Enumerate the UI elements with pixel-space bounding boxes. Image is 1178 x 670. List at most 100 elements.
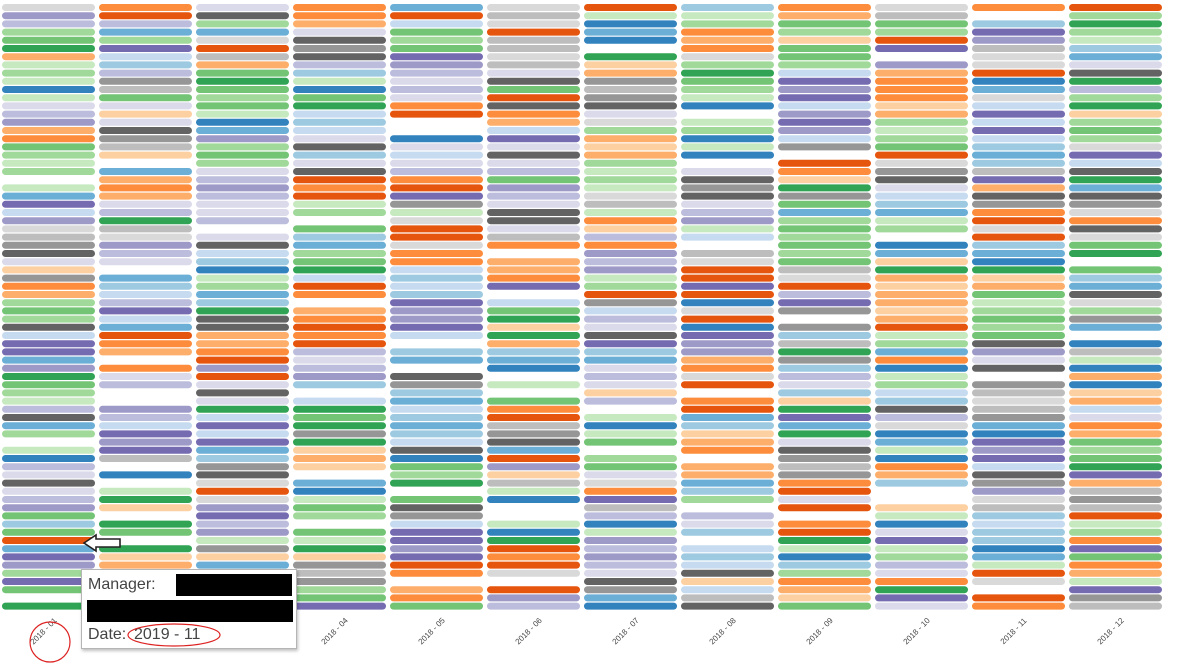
heatmap-cell[interactable] bbox=[487, 323, 580, 331]
heatmap-cell[interactable] bbox=[681, 471, 774, 479]
heatmap-cell[interactable] bbox=[1069, 537, 1162, 544]
heatmap-cell[interactable] bbox=[875, 340, 968, 348]
heatmap-cell[interactable] bbox=[681, 168, 774, 175]
heatmap-cell[interactable] bbox=[390, 422, 483, 430]
heatmap-cell[interactable] bbox=[2, 4, 95, 11]
heatmap-cell[interactable] bbox=[293, 110, 386, 118]
heatmap-cell[interactable] bbox=[681, 258, 774, 266]
heatmap-cell[interactable] bbox=[1069, 266, 1162, 274]
heatmap-cell[interactable] bbox=[584, 512, 677, 520]
heatmap-cell[interactable] bbox=[293, 364, 386, 372]
heatmap-cell[interactable] bbox=[875, 266, 968, 274]
heatmap-cell[interactable] bbox=[972, 479, 1065, 487]
heatmap-cell[interactable] bbox=[99, 102, 192, 110]
heatmap-cell[interactable] bbox=[778, 364, 871, 372]
heatmap-cell[interactable] bbox=[487, 332, 580, 339]
heatmap-cell[interactable] bbox=[1069, 545, 1162, 553]
heatmap-cell[interactable] bbox=[2, 430, 95, 438]
heatmap-cell[interactable] bbox=[196, 184, 289, 192]
heatmap-cell[interactable] bbox=[196, 438, 289, 446]
heatmap-cell[interactable] bbox=[972, 569, 1065, 577]
heatmap-cell[interactable] bbox=[2, 471, 95, 479]
heatmap-cell[interactable] bbox=[293, 553, 386, 561]
heatmap-cell[interactable] bbox=[1069, 307, 1162, 315]
heatmap-cell[interactable] bbox=[390, 176, 483, 184]
heatmap-cell[interactable] bbox=[2, 340, 95, 348]
heatmap-cell[interactable] bbox=[196, 504, 289, 512]
heatmap-cell[interactable] bbox=[1069, 446, 1162, 454]
heatmap-cell[interactable] bbox=[196, 561, 289, 569]
heatmap-cell[interactable] bbox=[1069, 102, 1162, 110]
heatmap-cell[interactable] bbox=[584, 553, 677, 561]
heatmap-cell[interactable] bbox=[390, 389, 483, 397]
heatmap-cell[interactable] bbox=[390, 250, 483, 257]
heatmap-cell[interactable] bbox=[293, 28, 386, 36]
heatmap-cell[interactable] bbox=[681, 602, 774, 610]
heatmap-cell[interactable] bbox=[293, 209, 386, 216]
heatmap-cell[interactable] bbox=[778, 258, 871, 266]
heatmap-cell[interactable] bbox=[2, 36, 95, 44]
heatmap-cell[interactable] bbox=[293, 143, 386, 151]
heatmap-cell[interactable] bbox=[681, 12, 774, 20]
heatmap-cell[interactable] bbox=[293, 176, 386, 184]
heatmap-cell[interactable] bbox=[1069, 86, 1162, 93]
heatmap-cell[interactable] bbox=[584, 118, 677, 126]
heatmap-cell[interactable] bbox=[778, 373, 871, 380]
heatmap-cell[interactable] bbox=[196, 127, 289, 134]
heatmap-cell[interactable] bbox=[1069, 143, 1162, 151]
heatmap-cell[interactable] bbox=[99, 364, 192, 372]
heatmap-cell[interactable] bbox=[487, 594, 580, 602]
heatmap-cell[interactable] bbox=[99, 94, 192, 102]
heatmap-cell[interactable] bbox=[1069, 118, 1162, 126]
heatmap-cell[interactable] bbox=[681, 118, 774, 126]
heatmap-cell[interactable] bbox=[778, 422, 871, 430]
heatmap-cell[interactable] bbox=[875, 381, 968, 389]
heatmap-cell[interactable] bbox=[1069, 373, 1162, 380]
heatmap-cell[interactable] bbox=[875, 397, 968, 405]
heatmap-cell[interactable] bbox=[584, 86, 677, 93]
heatmap-cell[interactable] bbox=[2, 299, 95, 307]
heatmap-cell[interactable] bbox=[875, 176, 968, 184]
heatmap-cell[interactable] bbox=[972, 110, 1065, 118]
heatmap-cell[interactable] bbox=[1069, 127, 1162, 134]
heatmap-cell[interactable] bbox=[99, 250, 192, 257]
heatmap-cell[interactable] bbox=[681, 323, 774, 331]
heatmap-cell[interactable] bbox=[875, 291, 968, 298]
heatmap-cell[interactable] bbox=[196, 168, 289, 175]
heatmap-cell[interactable] bbox=[1069, 561, 1162, 569]
heatmap-cell[interactable] bbox=[1069, 192, 1162, 200]
heatmap-cell[interactable] bbox=[778, 28, 871, 36]
heatmap-cell[interactable] bbox=[584, 414, 677, 421]
heatmap-cell[interactable] bbox=[875, 225, 968, 233]
heatmap-cell[interactable] bbox=[1069, 389, 1162, 397]
heatmap-cell[interactable] bbox=[681, 332, 774, 339]
heatmap-cell[interactable] bbox=[681, 176, 774, 184]
heatmap-cell[interactable] bbox=[1069, 594, 1162, 602]
heatmap-cell[interactable] bbox=[584, 561, 677, 569]
heatmap-cell[interactable] bbox=[972, 323, 1065, 331]
heatmap-cell[interactable] bbox=[487, 168, 580, 175]
heatmap-cell[interactable] bbox=[2, 200, 95, 208]
heatmap-cell[interactable] bbox=[2, 102, 95, 110]
heatmap-cell[interactable] bbox=[196, 233, 289, 241]
heatmap-cell[interactable] bbox=[875, 274, 968, 282]
heatmap-cell[interactable] bbox=[487, 200, 580, 208]
heatmap-cell[interactable] bbox=[1069, 176, 1162, 184]
heatmap-cell[interactable] bbox=[2, 250, 95, 257]
heatmap-cell[interactable] bbox=[875, 479, 968, 487]
heatmap-cell[interactable] bbox=[487, 184, 580, 192]
heatmap-cell[interactable] bbox=[99, 110, 192, 118]
heatmap-cell[interactable] bbox=[681, 45, 774, 52]
heatmap-cell[interactable] bbox=[584, 4, 677, 11]
heatmap-cell[interactable] bbox=[487, 127, 580, 134]
heatmap-cell[interactable] bbox=[99, 225, 192, 233]
heatmap-cell[interactable] bbox=[1069, 479, 1162, 487]
heatmap-cell[interactable] bbox=[972, 299, 1065, 307]
heatmap-cell[interactable] bbox=[196, 348, 289, 356]
heatmap-cell[interactable] bbox=[681, 315, 774, 323]
heatmap-cell[interactable] bbox=[99, 422, 192, 430]
heatmap-cell[interactable] bbox=[99, 184, 192, 192]
heatmap-cell[interactable] bbox=[390, 561, 483, 569]
heatmap-cell[interactable] bbox=[1069, 520, 1162, 528]
heatmap-cell[interactable] bbox=[778, 487, 871, 495]
